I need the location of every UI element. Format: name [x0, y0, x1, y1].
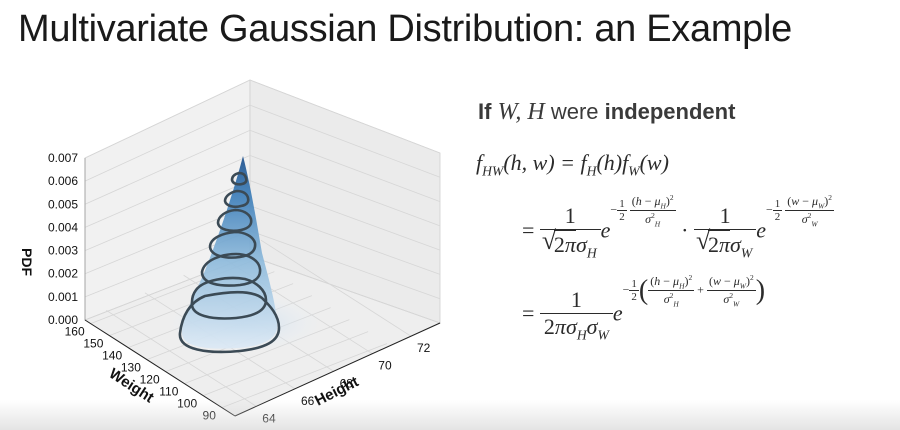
- z-gridline: [84, 129, 441, 205]
- eq-args-w: (w): [639, 150, 669, 175]
- eq2-e2: e: [756, 217, 766, 243]
- z-gridline: [84, 180, 441, 251]
- weight-tick-label: 130: [121, 361, 141, 375]
- contour-lines: [178, 171, 281, 354]
- z-tick-label: 0.003: [48, 244, 78, 258]
- eq-sub-w: W: [628, 163, 640, 179]
- eq2-e1: e: [600, 217, 611, 243]
- eq2-equals: =: [522, 217, 535, 243]
- z-gridline: [84, 79, 441, 159]
- eq2-frac-h: 1 √ 2πσH: [539, 203, 601, 261]
- bottom-fade: [0, 400, 900, 430]
- weight-tick-label: 140: [102, 349, 122, 363]
- eq3-equals: =: [522, 300, 535, 326]
- z-gridline: [84, 104, 441, 182]
- height-tick-label: 68: [340, 376, 354, 390]
- z-axis-label: PDF: [19, 248, 35, 276]
- z-tick-label: 0.000: [48, 313, 78, 327]
- statement-middle: were: [550, 99, 599, 124]
- eq2-dot: ·: [681, 217, 689, 243]
- statement-prefix: If: [478, 99, 492, 124]
- eq-args-h: (h): [596, 150, 623, 175]
- weight-tick-label: 120: [140, 373, 160, 387]
- statement-vars: W, H: [497, 99, 545, 125]
- eq-sub-h: H: [586, 163, 597, 179]
- equation-line-2: = 1 √ 2πσH e− 1 2 (h − μH)2 σ2H · 1 √ 2πσW e−…: [522, 193, 834, 261]
- z-tick-label: 0.004: [48, 220, 78, 234]
- eq-f-h: f: [580, 150, 587, 175]
- z-axis-ticks: 0.000 0.001 0.002 0.003 0.004 0.005 0.006 0.007: [48, 151, 78, 327]
- pdf-3d-plot: 0.000 0.001 0.002 0.003 0.004 0.005 0.006 0.007…: [0, 58, 460, 430]
- eq-args-hw: (h, w) =: [503, 150, 581, 175]
- weight-tick-label: 160: [65, 325, 85, 339]
- z-gridline: [84, 154, 441, 228]
- eq3-frac: 1 2πσHσW: [539, 287, 613, 343]
- slide-title: Multivariate Gaussian Distribution: an E…: [18, 8, 792, 50]
- pdf-surface: [182, 156, 278, 349]
- independence-statement: If W, H were independent: [478, 99, 735, 126]
- eq-f-w: f: [622, 150, 629, 175]
- z-tick-label: 0.007: [48, 151, 78, 165]
- height-gridline: [260, 239, 412, 337]
- height-gridline: [106, 310, 257, 407]
- eq3-e: e: [612, 300, 623, 326]
- eq2-exponent-h: −1 2 (h − μH)2 σ2H: [610, 193, 676, 229]
- plot-svg: 0.000 0.001 0.002 0.003 0.004 0.005 0.006 0.007…: [19, 79, 442, 425]
- eq-sub-hw: HW: [482, 163, 504, 179]
- height-tick-label: 72: [417, 341, 431, 355]
- z-tick-label: 0.001: [48, 290, 78, 304]
- equation-line-3: = 1 2πσHσW e− 1 2((h − μH)2 σ2H + (w − μW)2…: [522, 273, 765, 343]
- equation-line-1: fHW(h, w) = fH(h)fW(w): [476, 150, 669, 179]
- eq3-exponent: −1 2((h − μH)2 σ2H + (w − μW)2 σ2W): [622, 273, 766, 309]
- weight-tick-label: 150: [83, 337, 103, 351]
- z-tick-label: 0.005: [48, 197, 78, 211]
- eq-f-hw: f: [476, 150, 483, 175]
- height-tick-label: 70: [378, 359, 392, 373]
- eq2-frac-w: 1 √ 2πσW: [693, 203, 757, 261]
- weight-gridline: [221, 343, 388, 408]
- z-tick-label: 0.002: [48, 267, 78, 281]
- eq2-exponent-w: −1 2 (w − μW)2 σ2W: [765, 193, 834, 229]
- weight-tick-label: 110: [159, 385, 178, 399]
- weight-gridline: [202, 331, 369, 396]
- z-tick-label: 0.006: [48, 174, 78, 188]
- statement-keyword: independent: [604, 99, 736, 124]
